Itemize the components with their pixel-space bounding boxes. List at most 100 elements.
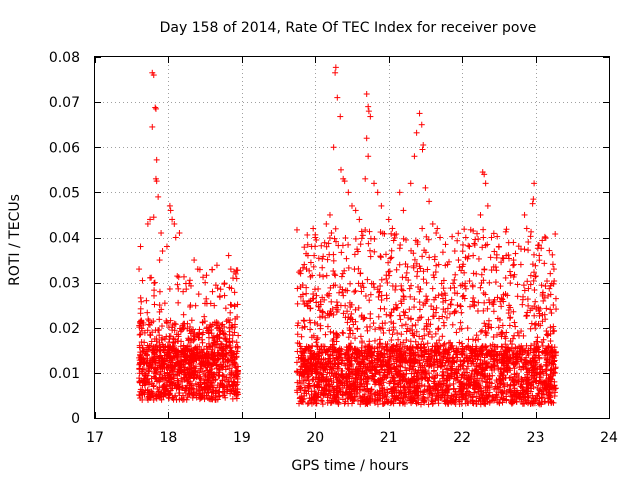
data-point [383,275,390,282]
data-point [449,233,456,240]
data-point [221,292,228,299]
data-point [520,282,527,289]
data-point [332,69,339,76]
data-point [230,275,237,282]
data-point [315,285,322,292]
data-point [372,326,379,333]
data-point [328,298,335,305]
data-point [455,230,462,237]
data-point [362,175,369,182]
data-point [152,104,159,111]
data-point [174,281,181,288]
data-point [397,241,404,248]
data-point [175,285,182,292]
data-point [512,323,519,330]
data-point [419,253,426,260]
data-point [429,220,436,227]
data-point [352,207,359,214]
data-point [462,285,469,292]
data-point [552,230,559,237]
data-point [148,338,155,345]
data-point [531,287,538,294]
data-point [345,264,352,271]
data-point [137,395,144,402]
data-point [228,321,235,328]
data-point [167,207,174,214]
data-point [151,287,158,294]
x-tick-label: 21 [380,430,398,446]
data-point [293,359,300,366]
data-point [137,351,144,358]
data-point [543,305,550,312]
x-tick-label: 24 [600,430,618,446]
data-point [340,330,347,337]
data-point [340,292,347,299]
data-point [398,322,405,329]
data-point [514,293,521,300]
x-tick-label: 17 [86,430,104,446]
data-point [303,290,310,297]
data-point [486,279,493,286]
data-point [403,328,410,335]
data-point [294,285,301,292]
data-point [538,363,545,370]
data-point [337,166,344,173]
data-point [156,316,163,323]
data-point [383,295,390,302]
data-point [411,153,418,160]
data-point [480,234,487,241]
data-point [336,289,343,296]
data-point [316,272,323,279]
data-point [370,320,377,327]
data-point [150,396,157,403]
data-point [293,226,300,233]
data-point [398,331,405,338]
data-point [156,288,163,295]
data-point [149,123,156,130]
data-point [383,311,390,318]
data-point [423,279,430,286]
data-point [166,202,173,209]
data-point [541,233,548,240]
data-point [378,202,385,209]
data-point [416,288,423,295]
data-point [378,296,385,303]
data-point [433,304,440,311]
data-point [439,249,446,256]
data-point [394,330,401,337]
data-point [137,331,144,338]
data-point [386,268,393,275]
data-point [301,318,308,325]
data-point [345,189,352,196]
data-point [159,248,166,255]
data-point [497,283,504,290]
data-point [152,343,159,350]
data-point [137,243,144,250]
data-point [184,394,191,401]
data-point [413,129,420,136]
data-point [547,270,554,277]
data-point [532,273,539,280]
y-tick-label: 0.03 [49,276,80,292]
data-point [162,336,169,343]
data-point [215,344,222,351]
data-point [434,225,441,232]
data-point [331,235,338,242]
data-point [549,344,556,351]
data-point [345,241,352,248]
data-point [332,225,339,232]
data-point [338,249,345,256]
data-point [532,298,539,305]
data-point [151,368,158,375]
data-point [388,247,395,254]
data-point [215,372,222,379]
data-point [156,302,163,309]
data-point [437,234,444,241]
data-point [448,296,455,303]
data-point [209,288,216,295]
data-point [191,351,198,358]
data-point [420,276,427,283]
data-point [136,266,143,273]
data-point [442,241,449,248]
data-point [144,327,151,334]
